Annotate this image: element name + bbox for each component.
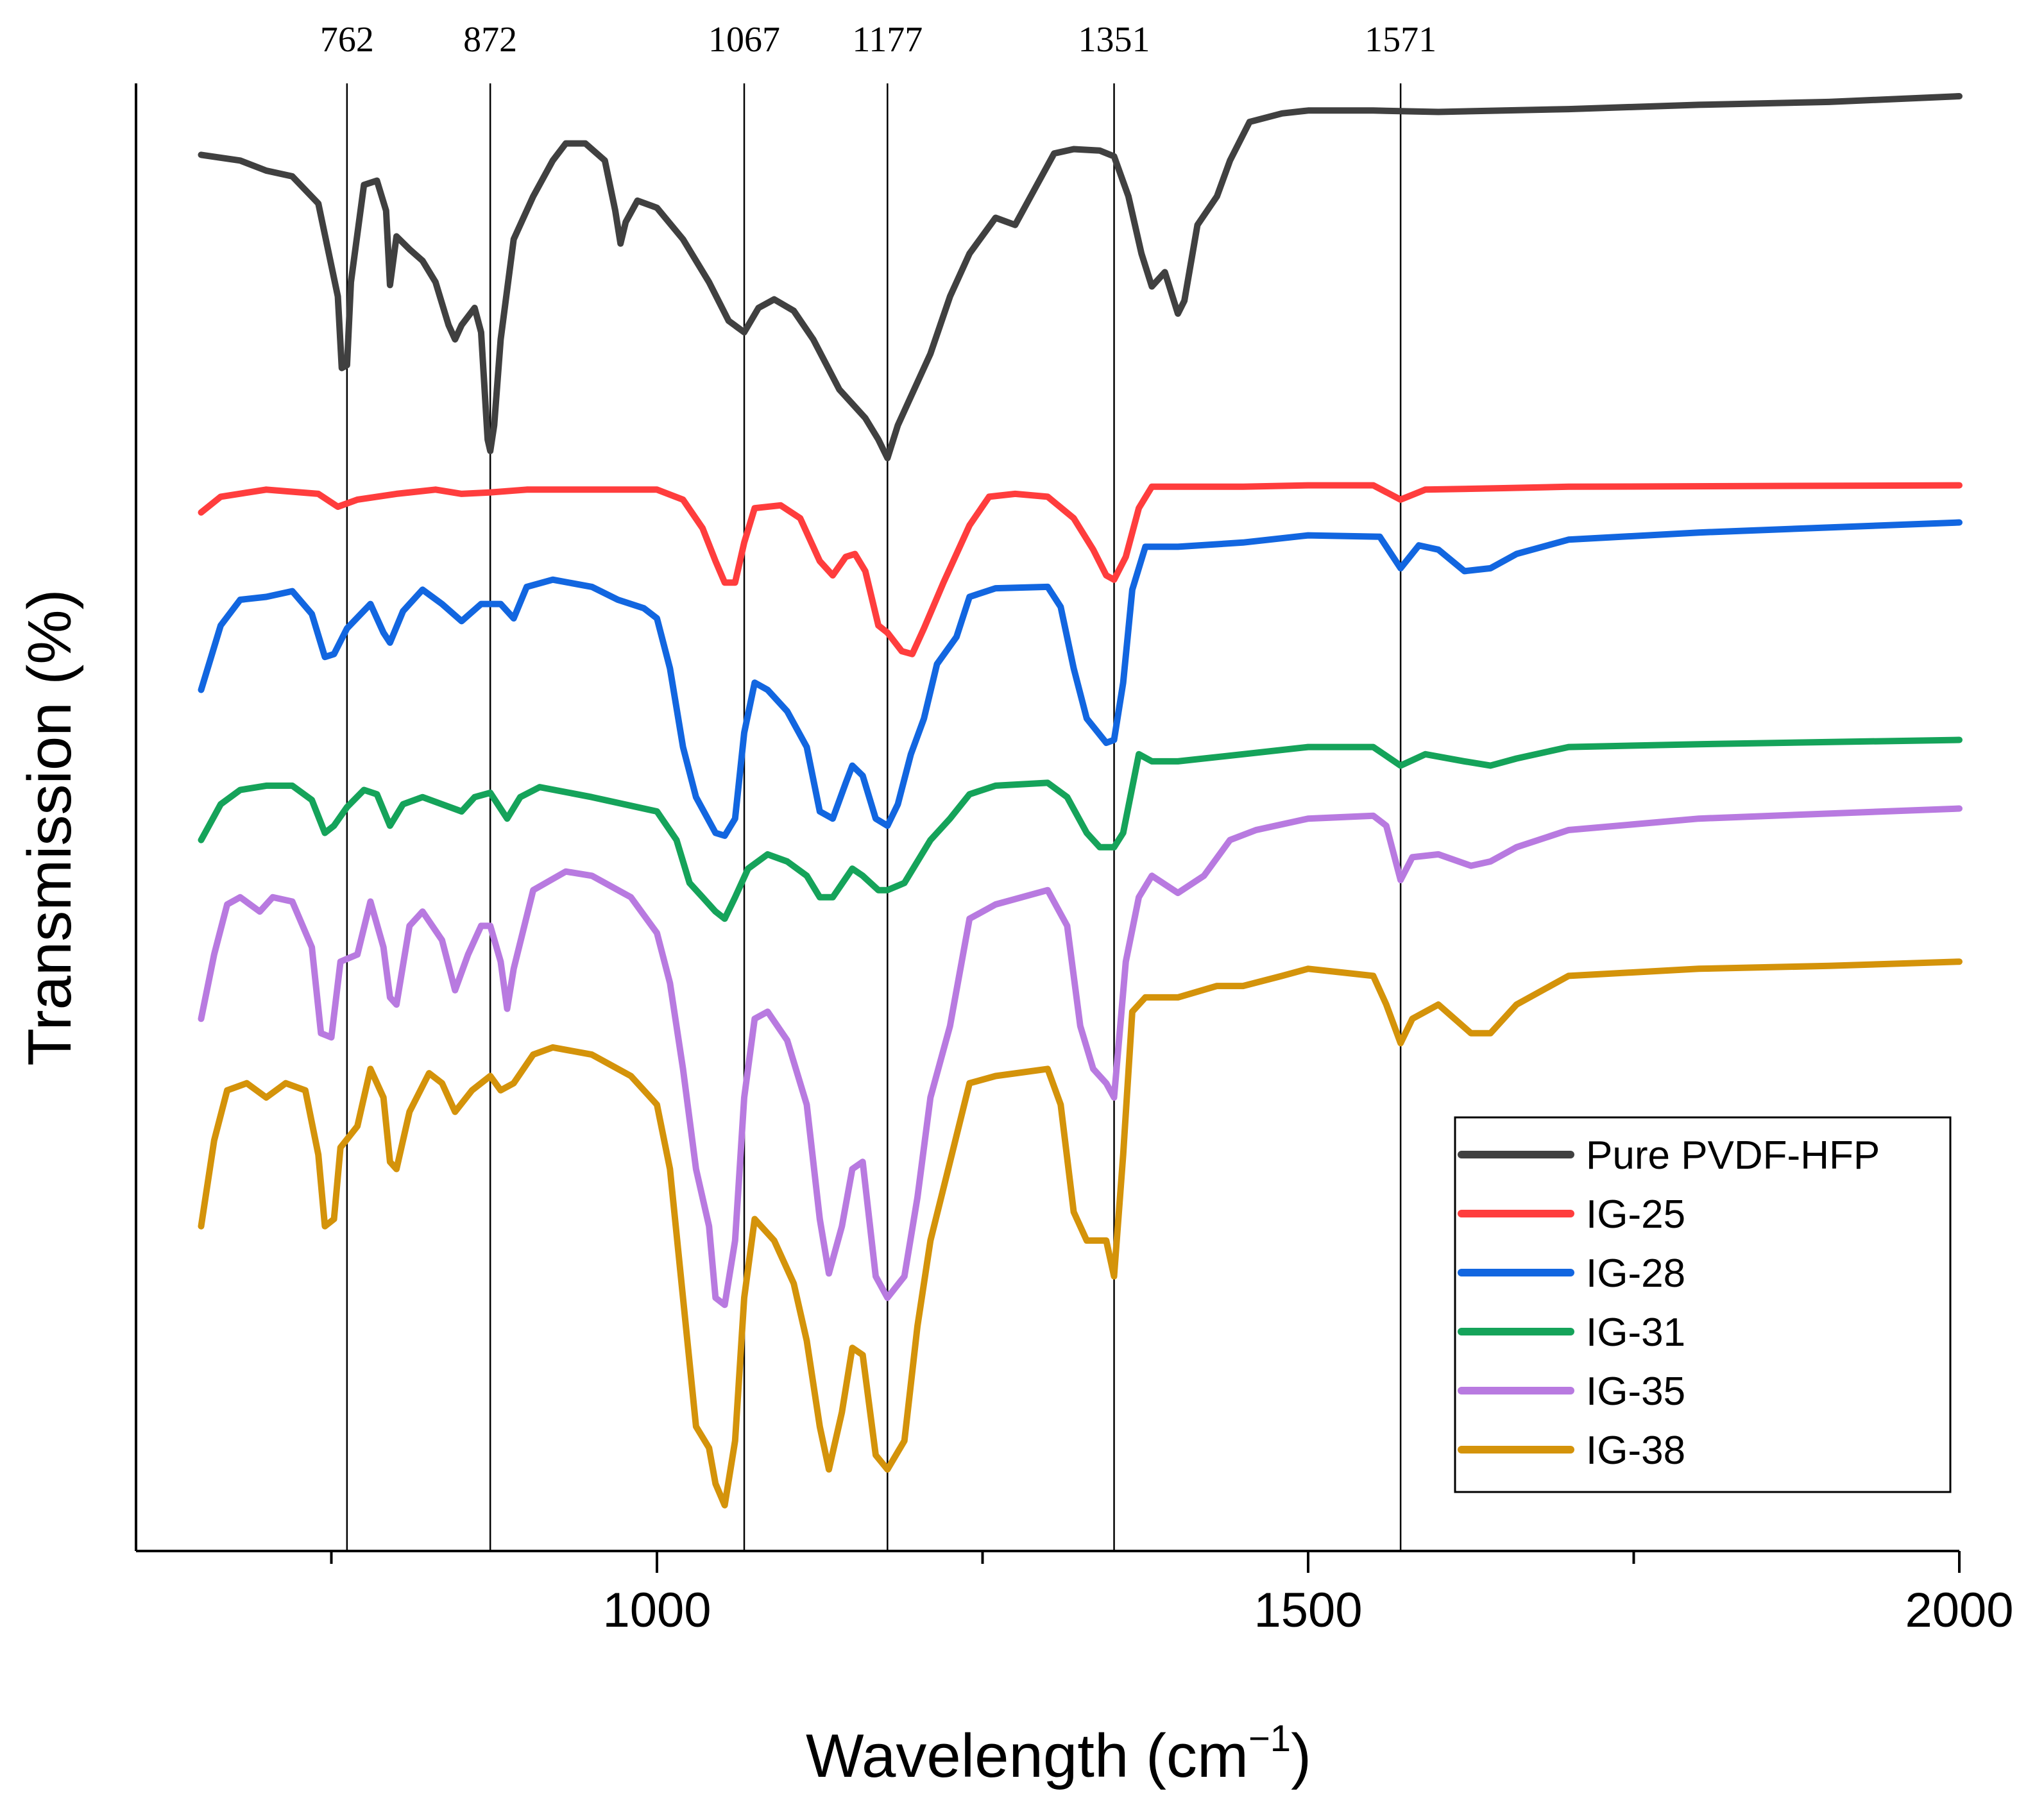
series-line-ig-28: [198, 519, 1963, 839]
legend-label-ig-35: IG-35: [1586, 1369, 1685, 1414]
peak-label-1177: 1177: [852, 20, 923, 60]
peak-label-872: 872: [463, 20, 517, 60]
y-axis-title: Transmission (%): [15, 589, 84, 1065]
peak-label-1571: 1571: [1365, 20, 1436, 60]
x-tick-label: 1000: [602, 1583, 711, 1638]
peak-label-1351: 1351: [1078, 20, 1150, 60]
legend-label-ig-31: IG-31: [1586, 1310, 1685, 1355]
series-line-ig-38: [198, 958, 1963, 1509]
x-axis-title-sup: −1: [1248, 1718, 1291, 1759]
legend-label-ig-38: IG-38: [1586, 1428, 1685, 1473]
x-ticks: 1000 1500 2000: [330, 1551, 2014, 1638]
x-tick-label: 2000: [1905, 1583, 2013, 1638]
series-line-ig-25: [198, 482, 1963, 657]
legend-label-ig-25: IG-25: [1586, 1192, 1685, 1237]
peak-label-762: 762: [320, 20, 374, 60]
x-axis-title-close: ): [1291, 1722, 1311, 1790]
series-lines: [198, 93, 1963, 1509]
legend-items: Pure PVDF-HFP IG-25 IG-28 IG-31 IG-35 IG-38: [1458, 1133, 1880, 1473]
legend-label-ig-28: IG-28: [1586, 1251, 1685, 1296]
series-line-ig-35: [198, 805, 1963, 1309]
series-line-pure-pvdf-hfp: [198, 93, 1963, 462]
x-axis-title-main: Wavelength (cm: [806, 1722, 1248, 1790]
legend-label-pure-pvdf-hfp: Pure PVDF-HFP: [1586, 1133, 1880, 1178]
x-axis-title: Wavelength (cm−1): [806, 1718, 1311, 1790]
x-tick-label: 1500: [1254, 1583, 1362, 1638]
peak-label-1067: 1067: [708, 20, 780, 60]
legend-box: [1454, 1116, 1952, 1493]
legend: Pure PVDF-HFP IG-25 IG-28 IG-31 IG-35 IG-38: [1454, 1116, 1952, 1493]
series-line-ig-31: [198, 736, 1963, 922]
